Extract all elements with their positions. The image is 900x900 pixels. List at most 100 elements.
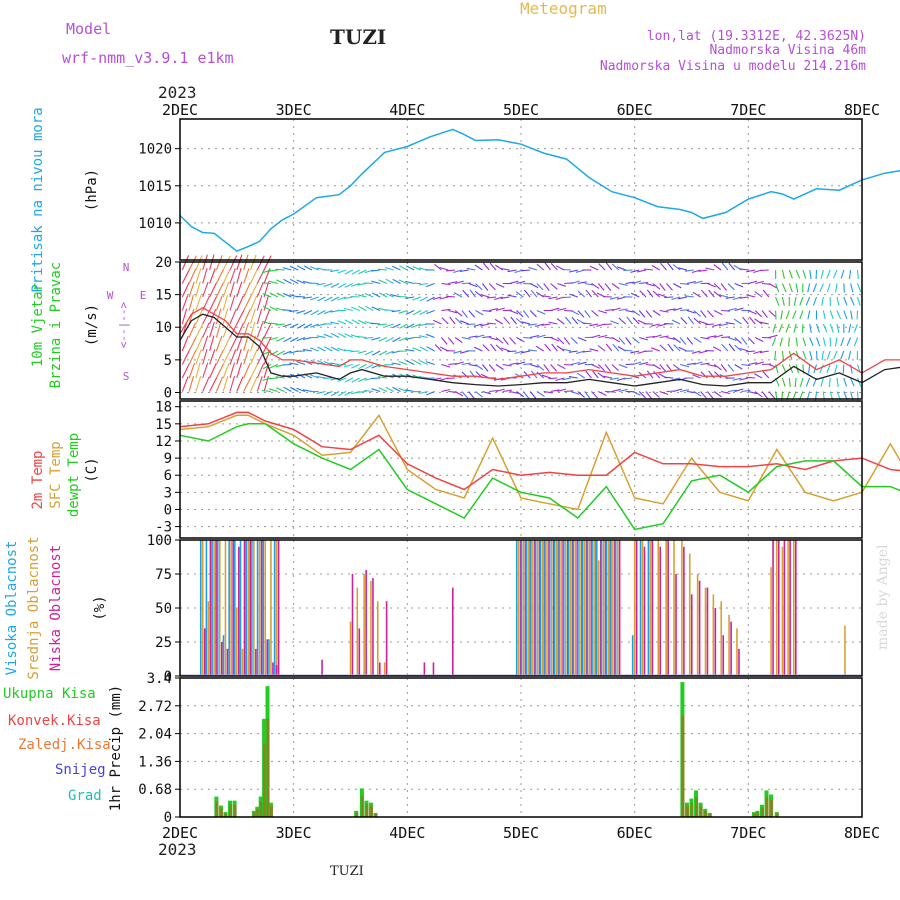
wind-arrow (249, 295, 258, 311)
wind-arrow (788, 269, 793, 279)
precip-conv-bar (760, 807, 764, 817)
wind-arrow (732, 377, 742, 381)
wind-arrow (612, 343, 620, 352)
wind-arrow (448, 309, 458, 314)
wind-arrow (195, 281, 201, 298)
wind-arrow (684, 269, 694, 272)
wind-arrow (454, 310, 463, 317)
wind-arrow (495, 337, 504, 344)
precip-conv-bar (753, 813, 757, 817)
wind-arrow (564, 390, 574, 393)
sfc-temp-line (179, 413, 900, 511)
wind-arrow (591, 310, 599, 317)
wind-arrow (371, 377, 381, 380)
year-top: 2023 (158, 83, 197, 102)
wind-arrow (188, 255, 197, 271)
wind-arrow (439, 266, 449, 271)
precip-conv-bar (775, 813, 779, 817)
wind-arrow (754, 391, 763, 398)
wind-arrow (739, 296, 749, 299)
wind-arrow (460, 320, 469, 325)
wind-arrow (700, 391, 707, 399)
wind-arrow (282, 309, 292, 312)
wind-arrow (243, 335, 249, 352)
wind-arrow (181, 363, 190, 379)
wind-arrow (296, 309, 306, 314)
ytick-label-wind: 5 (164, 353, 172, 369)
wind-arrow (195, 322, 204, 338)
wind-arrow (856, 269, 859, 280)
wind-arrow-field (181, 254, 862, 401)
wind-arrow (604, 364, 612, 372)
wind-speed-line (179, 313, 900, 387)
wind-arrow (364, 336, 374, 339)
wind-arrow (832, 269, 838, 279)
wind-arrow (344, 283, 354, 288)
wind-arrow (741, 363, 751, 367)
wind-arrow (536, 334, 546, 339)
wind-arrow (727, 364, 735, 372)
wind-arrow (337, 332, 347, 338)
wind-arrow (222, 294, 229, 311)
precip-conv-bar (252, 812, 256, 817)
wind-side-label-1: 10m Vjetar (30, 283, 46, 367)
wind-arrow (229, 375, 236, 392)
wind-arrow (659, 390, 669, 396)
wind-arrow (310, 323, 319, 328)
wind-arrow (652, 334, 662, 339)
wind-arrow (453, 350, 463, 354)
xtick-label-top: 4DEC (389, 101, 425, 119)
wind-arrow (426, 333, 435, 339)
wind-arrow (358, 364, 367, 370)
wind-arrow (507, 350, 517, 353)
wind-arrow (507, 294, 517, 298)
wind-arrow (256, 336, 265, 352)
temp2m-line (179, 411, 900, 491)
wind-arrow (748, 309, 757, 315)
wind-arrow (754, 291, 763, 298)
wind-arrow (202, 281, 209, 298)
dewpt-line (179, 423, 900, 531)
precip-conv-bar (219, 808, 223, 817)
xtick-label-bottom: 8DEC (844, 824, 880, 842)
wind-arrow (659, 335, 669, 339)
wind-arrow (229, 268, 236, 284)
wind-arrow (708, 370, 715, 379)
wind-arrow (679, 363, 690, 368)
wind-arrow (527, 349, 537, 352)
ytick-label-pressure: 1015 (138, 179, 172, 195)
wind-arrow (256, 322, 264, 338)
wind-arrow (536, 263, 545, 271)
wind-arrow (672, 264, 681, 271)
wind-arrow (597, 345, 606, 352)
wind-arrow (236, 309, 245, 325)
wind-arrow (529, 283, 539, 289)
wind-arrow (371, 306, 381, 312)
wind-arrow (625, 281, 635, 285)
wind-arrow (202, 362, 209, 379)
wind-arrow (584, 310, 591, 318)
wind-arrow (468, 335, 478, 339)
wind-arrow (781, 269, 785, 279)
precip-conv-bar (266, 718, 270, 817)
legend-ukupna: Ukupna Kisa (3, 686, 96, 702)
wind-arrow (734, 307, 744, 312)
temp2m-side-label: 2m Temp (30, 450, 46, 509)
wind-arrow (392, 265, 401, 271)
wind-arrow (324, 346, 333, 352)
wind-arrow (378, 292, 388, 298)
wind-arrow (215, 295, 223, 311)
wind-arrow (775, 283, 780, 293)
wind-arrow (720, 390, 730, 395)
precip-unit: 1hr Precip (mm) (108, 685, 124, 811)
wind-arrow (282, 323, 292, 328)
wind-arrow (597, 283, 605, 291)
data-marks (179, 128, 900, 817)
wind-arrow (195, 336, 204, 352)
wind-arrow (693, 310, 702, 317)
wind-arrow (637, 269, 647, 273)
ytick-label-precip: 2.72 (138, 699, 172, 715)
wind-arrow (378, 350, 388, 356)
wind-arrow (350, 350, 360, 353)
wind-arrow (768, 310, 776, 318)
